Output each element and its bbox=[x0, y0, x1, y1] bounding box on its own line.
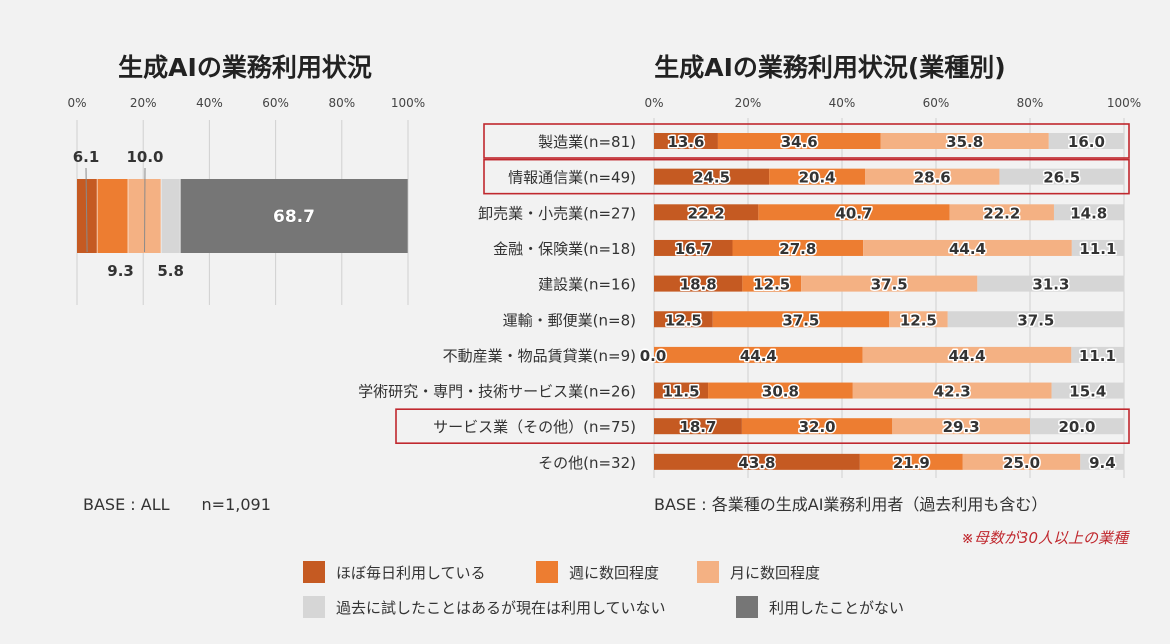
left-bar-segment-past bbox=[161, 179, 180, 253]
left-x-tick-label: 60% bbox=[262, 96, 289, 110]
left-x-tick-label: 20% bbox=[130, 96, 157, 110]
data-label-weekly: 40.7 bbox=[835, 204, 872, 222]
legend-label-weekly: 週に数回程度 bbox=[569, 564, 659, 582]
data-label-daily: 13.6 bbox=[667, 133, 704, 151]
legend-label-daily: ほぼ毎日利用している bbox=[336, 564, 486, 582]
data-label-daily: 22.2 bbox=[688, 204, 725, 222]
data-label-monthly: 29.3 bbox=[943, 418, 980, 436]
right-x-tick-label: 80% bbox=[1017, 96, 1044, 110]
data-label-daily: 43.8 bbox=[738, 454, 775, 472]
left-chart-title: 生成AIの業務利用状況 bbox=[118, 53, 372, 82]
data-label-past: 11.1 bbox=[1079, 240, 1116, 258]
right-x-tick-label: 100% bbox=[1107, 96, 1141, 110]
category-label: 学術研究・専門・技術サービス業(n=26) bbox=[358, 383, 636, 401]
data-label-past: 16.0 bbox=[1068, 133, 1105, 151]
data-label-weekly: 30.8 bbox=[762, 383, 799, 401]
right-x-tick-label: 0% bbox=[644, 96, 663, 110]
left-data-label-past: 5.8 bbox=[157, 262, 184, 280]
data-label-monthly: 12.5 bbox=[900, 311, 937, 329]
legend-label-never: 利用したことがない bbox=[769, 599, 904, 617]
data-label-past: 26.5 bbox=[1043, 169, 1080, 187]
legend-swatch-past bbox=[303, 596, 325, 618]
category-label: 卸売業・小売業(n=27) bbox=[478, 204, 636, 222]
category-label: 不動産業・物品賃貸業(n=9) bbox=[443, 347, 636, 365]
legend-swatch-monthly bbox=[697, 561, 719, 583]
data-label-past: 31.3 bbox=[1032, 276, 1069, 294]
data-label-weekly: 12.5 bbox=[753, 276, 790, 294]
right-footnote: ※母数が30人以上の業種 bbox=[961, 529, 1131, 547]
left-bar-segment-weekly bbox=[97, 179, 128, 253]
data-label-weekly: 20.4 bbox=[799, 169, 836, 187]
legend-swatch-daily bbox=[303, 561, 325, 583]
category-label: 製造業(n=81) bbox=[538, 133, 636, 151]
category-label: その他(n=32) bbox=[538, 454, 636, 472]
data-label-past: 14.8 bbox=[1070, 204, 1107, 222]
data-label-monthly: 44.4 bbox=[949, 240, 986, 258]
data-label-weekly: 21.9 bbox=[893, 454, 930, 472]
category-label: 建設業(n=16) bbox=[538, 276, 636, 294]
left-x-tick-label: 100% bbox=[391, 96, 425, 110]
data-label-daily: 0.0 bbox=[640, 347, 667, 365]
left-data-label-never: 68.7 bbox=[273, 207, 315, 227]
legend-swatch-never bbox=[736, 596, 758, 618]
left-data-label-monthly: 10.0 bbox=[126, 148, 163, 166]
data-label-monthly: 37.5 bbox=[871, 276, 908, 294]
left-x-tick-label: 40% bbox=[196, 96, 223, 110]
data-label-past: 15.4 bbox=[1069, 383, 1106, 401]
data-label-daily: 16.7 bbox=[675, 240, 712, 258]
left-base-note: BASE : ALL n=1,091 bbox=[83, 495, 271, 514]
legend-swatch-weekly bbox=[536, 561, 558, 583]
data-label-monthly: 28.6 bbox=[914, 169, 951, 187]
data-label-daily: 18.8 bbox=[680, 276, 717, 294]
left-data-label-weekly: 9.3 bbox=[107, 262, 134, 280]
data-label-weekly: 34.6 bbox=[781, 133, 818, 151]
data-label-monthly: 42.3 bbox=[934, 383, 971, 401]
right-chart-title: 生成AIの業務利用状況(業種別) bbox=[654, 53, 1006, 82]
category-label: 金融・保険業(n=18) bbox=[493, 240, 636, 258]
left-x-tick-label: 0% bbox=[67, 96, 86, 110]
data-label-daily: 11.5 bbox=[663, 383, 700, 401]
data-label-weekly: 27.8 bbox=[779, 240, 816, 258]
category-label: 情報通信業(n=49) bbox=[508, 169, 636, 187]
data-label-past: 11.1 bbox=[1079, 347, 1116, 365]
data-label-past: 37.5 bbox=[1017, 311, 1054, 329]
category-label: 運輸・郵便業(n=8) bbox=[503, 311, 636, 329]
data-label-daily: 24.5 bbox=[693, 169, 730, 187]
legend-label-monthly: 月に数回程度 bbox=[730, 564, 820, 582]
right-x-tick-label: 60% bbox=[923, 96, 950, 110]
data-label-monthly: 25.0 bbox=[1003, 454, 1040, 472]
data-label-past: 20.0 bbox=[1058, 418, 1095, 436]
data-label-weekly: 32.0 bbox=[799, 418, 836, 436]
data-label-weekly: 37.5 bbox=[782, 311, 819, 329]
data-label-monthly: 44.4 bbox=[949, 347, 986, 365]
data-label-weekly: 44.4 bbox=[740, 347, 777, 365]
right-x-tick-label: 40% bbox=[829, 96, 856, 110]
data-label-daily: 12.5 bbox=[665, 311, 702, 329]
data-label-past: 9.4 bbox=[1089, 454, 1116, 472]
data-label-monthly: 22.2 bbox=[983, 204, 1020, 222]
left-data-label-daily: 6.1 bbox=[73, 148, 100, 166]
data-label-daily: 18.7 bbox=[679, 418, 716, 436]
left-x-tick-label: 80% bbox=[328, 96, 355, 110]
right-base-note: BASE : 各業種の生成AI業務利用者（過去利用も含む） bbox=[654, 495, 1047, 514]
right-x-tick-label: 20% bbox=[735, 96, 762, 110]
legend-label-past: 過去に試したことはあるが現在は利用していない bbox=[336, 599, 666, 617]
category-label: サービス業（その他）(n=75) bbox=[433, 418, 636, 436]
data-label-monthly: 35.8 bbox=[946, 133, 983, 151]
